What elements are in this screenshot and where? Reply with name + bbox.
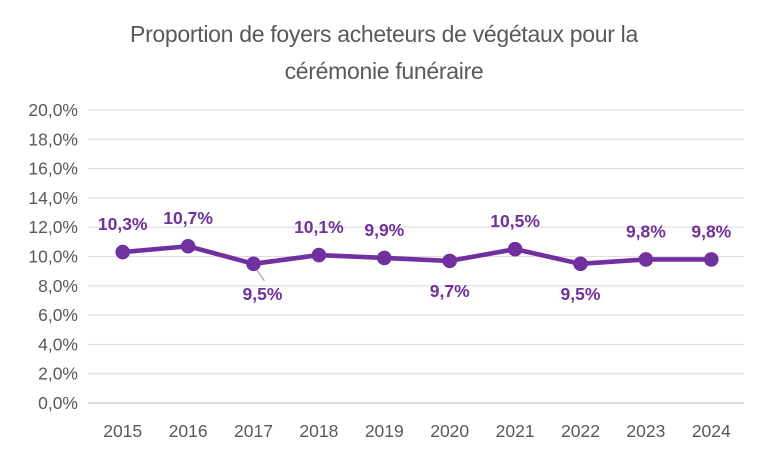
data-point-label: 9,8% [691, 221, 731, 241]
x-axis-tick-label: 2017 [234, 421, 273, 441]
data-point-marker [115, 244, 130, 260]
y-axis-tick-label: 18,0% [28, 129, 78, 149]
data-point-label: 9,5% [243, 284, 283, 304]
y-axis-tick-label: 16,0% [28, 159, 78, 179]
x-axis-tick-label: 2023 [626, 421, 665, 441]
x-axis-tick-label: 2015 [103, 421, 142, 441]
y-axis-tick-label: 20,0% [28, 100, 78, 120]
y-axis-tick-label: 8,0% [38, 276, 78, 296]
data-point-label: 10,5% [490, 211, 540, 231]
data-point-marker [377, 250, 392, 266]
data-point-marker [704, 252, 719, 267]
x-axis-tick-label: 2020 [430, 421, 469, 441]
chart-title-line-1: Proportion de foyers acheteurs de végéta… [130, 21, 638, 47]
data-point-label: 9,9% [364, 220, 404, 240]
data-point-marker [246, 256, 261, 272]
data-point-marker [573, 256, 588, 272]
y-axis-tick-label: 12,0% [28, 217, 78, 237]
data-point-label: 9,8% [626, 221, 666, 241]
x-axis-tick-label: 2024 [692, 421, 731, 441]
y-axis-tick-label: 14,0% [28, 188, 78, 208]
chart-title-line-2: cérémonie funéraire [284, 58, 484, 84]
y-axis-tick-label: 0,0% [38, 393, 78, 413]
data-point-marker [311, 247, 327, 263]
y-axis-tick-label: 6,0% [38, 305, 78, 325]
data-point-marker [442, 253, 458, 269]
x-axis-tick-label: 2019 [365, 421, 404, 441]
y-axis-tick-label: 4,0% [38, 334, 78, 354]
x-axis-tick-label: 2021 [496, 421, 535, 441]
data-point-label: 9,5% [561, 284, 601, 304]
y-axis-tick-label: 2,0% [38, 364, 78, 384]
x-axis-tick-label: 2016 [169, 421, 208, 441]
data-point-marker [180, 238, 196, 254]
chart-title: Proportion de foyers acheteurs de végéta… [0, 16, 768, 90]
x-axis-tick-label: 2018 [299, 421, 338, 441]
data-point-marker [507, 241, 523, 257]
y-axis-tick-label: 10,0% [28, 247, 78, 267]
data-point-label: 10,3% [98, 214, 148, 234]
data-point-label: 9,7% [430, 281, 470, 301]
data-point-label: 10,1% [294, 217, 344, 237]
data-point-marker [638, 252, 654, 267]
data-point-label: 10,7% [163, 208, 213, 228]
x-axis-tick-label: 2022 [561, 421, 600, 441]
series-line [120, 243, 714, 267]
